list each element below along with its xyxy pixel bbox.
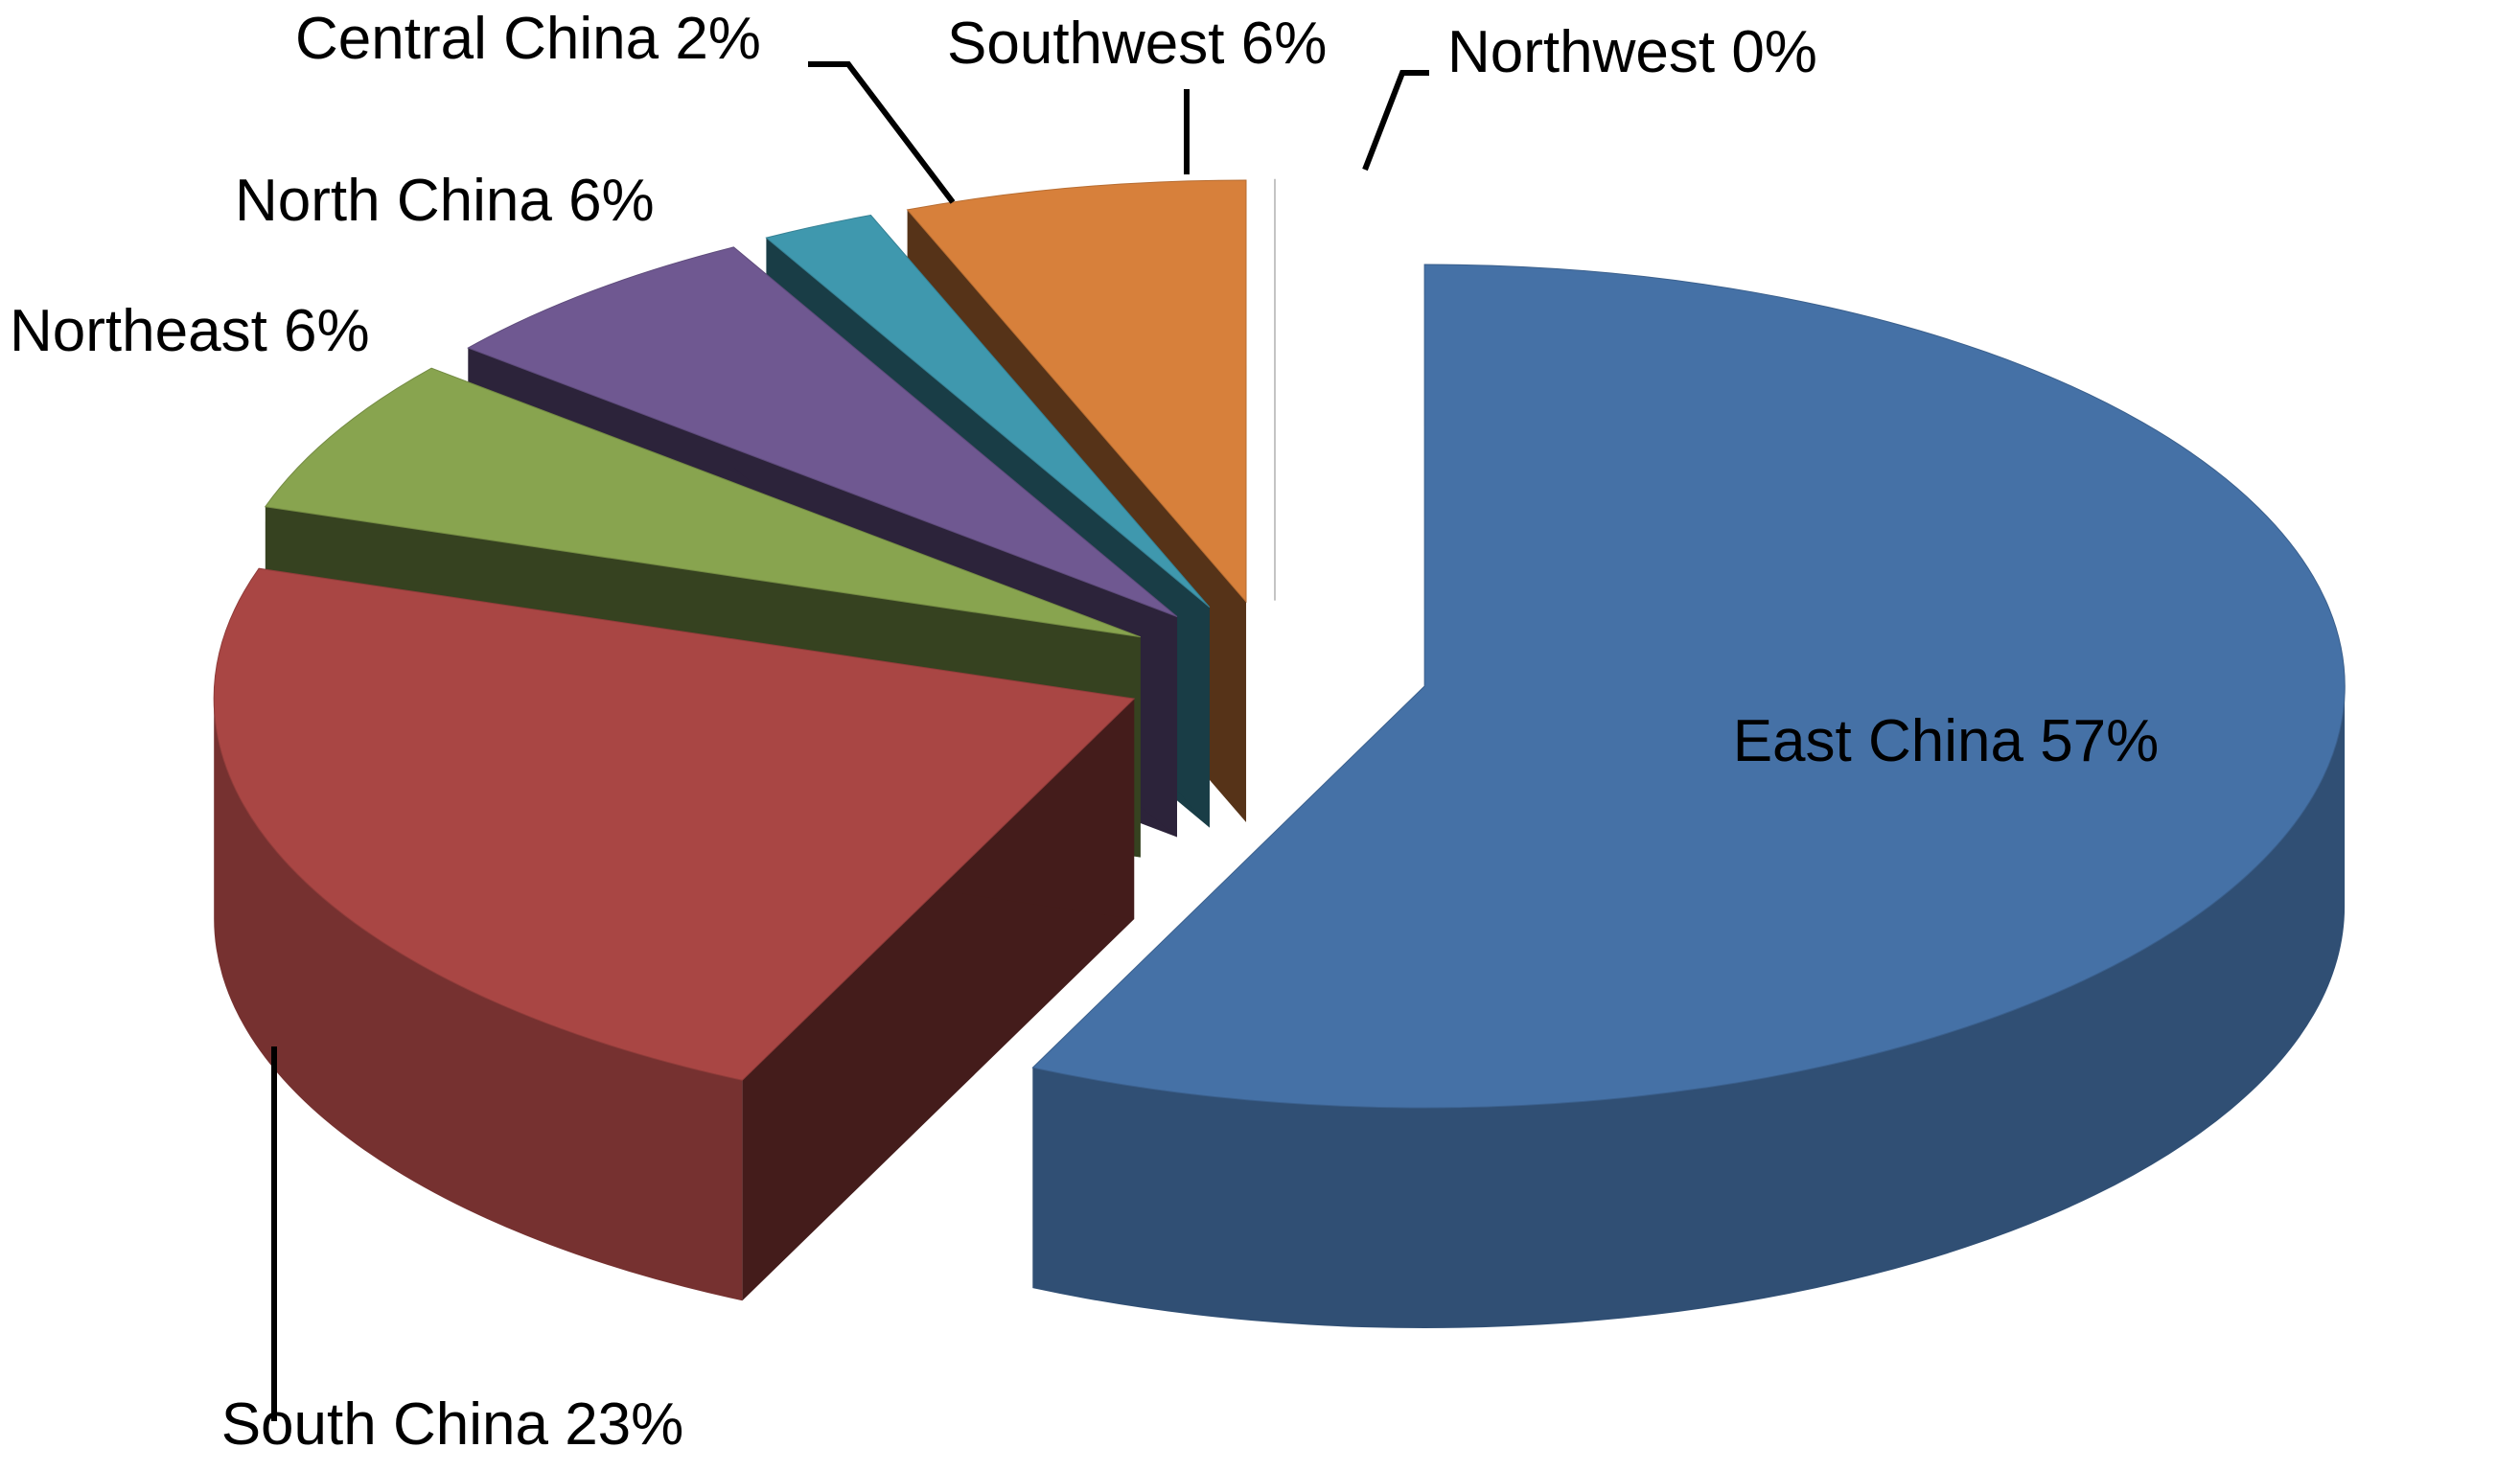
labels: East China 57% South China 23% Northeast 6…	[10, 6, 2159, 1458]
label-category: Southwest	[947, 11, 1225, 77]
data-label: Central China 2%	[295, 6, 761, 72]
label-category: Northeast	[10, 298, 267, 364]
slice	[213, 567, 1136, 1081]
label-value: 57%	[2040, 708, 2159, 774]
label-value: 6%	[1241, 11, 1328, 77]
label-category: Central China	[295, 6, 659, 72]
data-label: Northeast 6%	[10, 298, 370, 364]
data-label: North China 6%	[235, 168, 655, 234]
label-value: 6%	[284, 298, 370, 364]
data-label: East China 57%	[1733, 708, 2160, 774]
label-category: South China	[221, 1391, 549, 1458]
slice	[467, 246, 1178, 617]
data-label: Southwest 6%	[947, 11, 1327, 77]
slices	[213, 178, 2346, 1328]
data-label: South China 23%	[221, 1391, 684, 1458]
slice	[1031, 264, 2346, 1109]
label-category: North China	[235, 168, 552, 234]
label-category: Northwest	[1447, 19, 1715, 85]
slice	[264, 367, 1141, 638]
label-category: East China	[1733, 708, 2024, 774]
label-value: 2%	[675, 6, 761, 72]
leader-line	[1362, 70, 1429, 172]
leader-line	[808, 61, 956, 204]
label-value: 6%	[568, 168, 655, 234]
slice	[906, 179, 1247, 604]
label-value: 23%	[565, 1391, 683, 1458]
label-value: 0%	[1731, 19, 1817, 85]
slice-side	[1032, 686, 2346, 1328]
slice	[765, 214, 1211, 609]
slice-side	[214, 699, 743, 1301]
data-label: Northwest 0%	[1447, 19, 1817, 85]
